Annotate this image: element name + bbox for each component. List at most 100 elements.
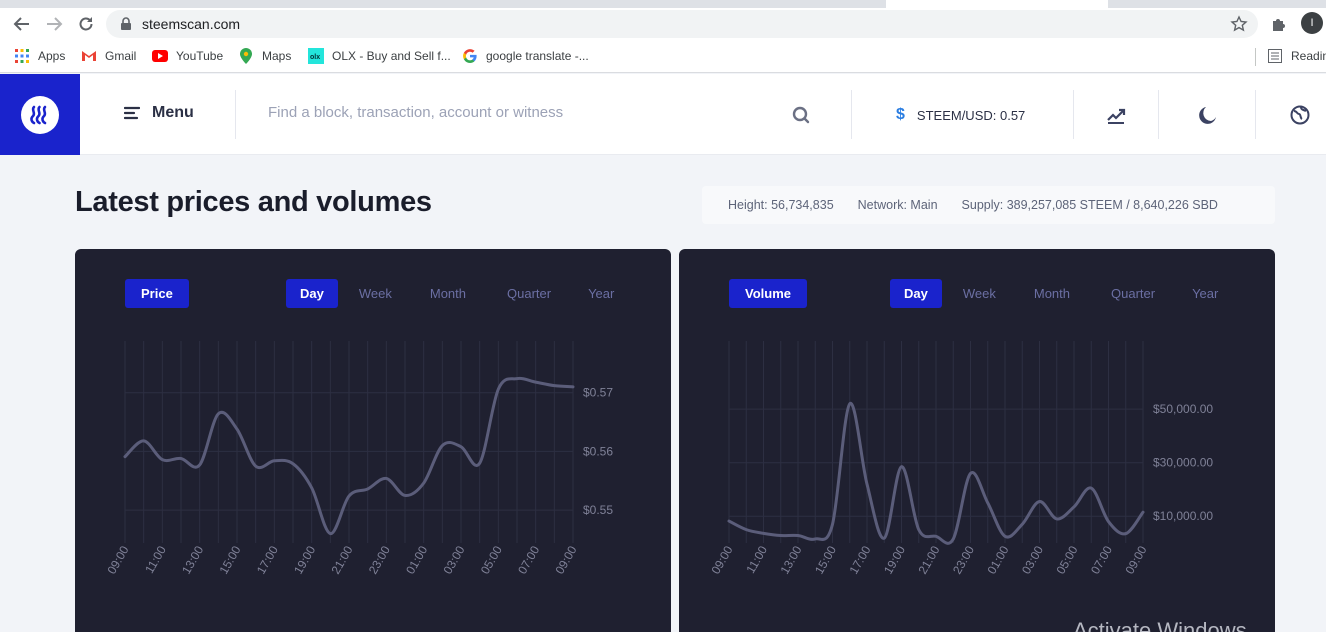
browser-toolbar: steemscan.com I xyxy=(0,8,1326,40)
bookmarks-bar: Apps Gmail YouTube Maps olx OLX - Buy an… xyxy=(0,40,1326,73)
x-tick-label: 11:00 xyxy=(743,543,770,576)
menu-bars-icon xyxy=(124,106,140,120)
bookmark-olx[interactable]: olx OLX - Buy and Sell f... xyxy=(308,48,451,64)
tab-year[interactable]: Year xyxy=(588,286,615,301)
x-tick-label: 01:00 xyxy=(403,543,430,576)
volume-period-tabs: Day Week Month Quarter Year xyxy=(890,279,1232,308)
tab-week[interactable]: Week xyxy=(358,286,392,301)
y-tick-label: $50,000.00 xyxy=(1153,402,1213,416)
maps-icon xyxy=(238,48,254,64)
bookmark-star-icon[interactable] xyxy=(1230,15,1248,33)
header-divider xyxy=(1158,90,1159,139)
bookmark-apps[interactable]: Apps xyxy=(14,48,65,64)
bookmark-maps[interactable]: Maps xyxy=(238,48,291,64)
bookmark-label: OLX - Buy and Sell f... xyxy=(332,49,451,63)
dollar-icon: $ xyxy=(896,106,905,123)
extensions-puzzle-icon[interactable] xyxy=(1270,15,1288,33)
moon-icon[interactable] xyxy=(1196,104,1218,126)
network-stats-bar: Height: 56,734,835 Network: Main Supply:… xyxy=(702,186,1275,224)
tab-month[interactable]: Month xyxy=(429,286,466,301)
bookmark-youtube[interactable]: YouTube xyxy=(152,48,223,64)
y-tick-label: $0.55 xyxy=(583,503,613,517)
reading-list-label: Readin xyxy=(1291,49,1326,63)
search-input[interactable] xyxy=(268,104,768,121)
token-supply: Supply: 389,257,085 STEEM / 8,640,226 SB… xyxy=(961,198,1218,212)
apps-grid-icon xyxy=(14,48,30,64)
price-period-tabs: Day Week Month Quarter Year xyxy=(286,279,628,308)
x-tick-label: 09:00 xyxy=(552,543,579,576)
bookmark-google-translate[interactable]: google translate -... xyxy=(462,48,589,64)
url-text: steemscan.com xyxy=(142,16,241,32)
bookmark-label: Maps xyxy=(262,49,292,63)
block-height: Height: 56,734,835 xyxy=(728,198,834,212)
address-bar[interactable]: steemscan.com xyxy=(106,10,1258,38)
activate-windows-watermark: Activate Windows xyxy=(1073,618,1247,632)
tab-day[interactable]: Day xyxy=(286,279,338,308)
header-divider xyxy=(1073,90,1074,139)
forward-arrow-icon xyxy=(47,17,63,31)
tab-day[interactable]: Day xyxy=(890,279,942,308)
steem-logo[interactable] xyxy=(0,74,80,155)
menu-button[interactable]: Menu xyxy=(124,104,194,122)
bookmarks-divider xyxy=(1255,48,1256,66)
bookmark-label: Apps xyxy=(38,49,66,63)
globe-icon[interactable] xyxy=(1289,104,1311,126)
price-ticker-text: STEEM/USD: 0.57 xyxy=(916,107,1026,123)
x-tick-label: 15:00 xyxy=(812,543,839,576)
volume-line-chart: $50,000.00 $30,000.00 $10,000.00 09:00 11:00… xyxy=(708,341,1213,577)
active-tab[interactable] xyxy=(886,0,1108,8)
x-tick-label: 05:00 xyxy=(1053,543,1080,576)
x-tick-label: 17:00 xyxy=(846,543,873,576)
x-tick-label: 05:00 xyxy=(478,543,505,576)
bookmark-label: google translate -... xyxy=(486,49,589,63)
x-tick-label: 09:00 xyxy=(708,543,735,576)
x-tick-label: 23:00 xyxy=(366,543,393,576)
search-icon[interactable] xyxy=(792,106,810,124)
header-divider xyxy=(235,90,236,139)
tab-year[interactable]: Year xyxy=(1192,286,1219,301)
tab-week[interactable]: Week xyxy=(962,286,996,301)
x-tick-label: 09:00 xyxy=(1122,543,1149,576)
x-tick-label: 21:00 xyxy=(915,543,942,576)
reading-list[interactable]: Readin xyxy=(1267,48,1326,64)
x-tick-label: 03:00 xyxy=(1019,543,1046,576)
gmail-icon xyxy=(81,48,97,64)
x-tick-label: 19:00 xyxy=(291,543,318,576)
menu-label: Menu xyxy=(152,104,194,121)
price-line-chart: $0.57 $0.56 $0.55 09:00 11:00 13:00 15:00 17:00… xyxy=(104,341,613,577)
google-icon xyxy=(462,48,478,64)
bookmark-gmail[interactable]: Gmail xyxy=(81,48,136,64)
y-tick-label: $10,000.00 xyxy=(1153,509,1213,523)
back-arrow-icon xyxy=(13,17,29,31)
tab-quarter[interactable]: Quarter xyxy=(507,286,552,301)
x-tick-label: 07:00 xyxy=(515,543,542,576)
chart-trend-icon[interactable] xyxy=(1105,104,1127,126)
series-line xyxy=(727,402,1145,545)
x-tick-label: 17:00 xyxy=(254,543,281,576)
volume-chart-label: Volume xyxy=(729,279,807,308)
reload-button[interactable] xyxy=(74,12,98,36)
page-title: Latest prices and volumes xyxy=(75,186,432,218)
x-tick-label: 01:00 xyxy=(984,543,1011,576)
header-divider xyxy=(1255,90,1256,139)
profile-avatar[interactable]: I xyxy=(1301,12,1323,34)
svg-text:olx: olx xyxy=(310,54,320,61)
back-button[interactable] xyxy=(10,12,34,36)
header-divider xyxy=(851,90,852,139)
bookmark-label: YouTube xyxy=(176,49,224,63)
price-chart-card: Price Day Week Month Quarter Year $0.57 $… xyxy=(75,249,671,632)
tab-strip xyxy=(0,0,1326,8)
x-tick-label: 23:00 xyxy=(950,543,977,576)
price-ticker[interactable]: $ STEEM/USD: 0.57 xyxy=(896,106,1025,124)
x-tick-label: 03:00 xyxy=(440,543,467,576)
tab-month[interactable]: Month xyxy=(1033,286,1070,301)
olx-icon: olx xyxy=(308,48,324,64)
youtube-icon xyxy=(152,48,168,64)
x-tick-label: 07:00 xyxy=(1088,543,1115,576)
site-header: Menu $ STEEM/USD: 0.57 xyxy=(0,74,1326,155)
x-tick-label: 19:00 xyxy=(881,543,908,576)
forward-button[interactable] xyxy=(42,12,66,36)
tab-quarter[interactable]: Quarter xyxy=(1111,286,1156,301)
x-tick-label: 11:00 xyxy=(142,543,169,576)
y-tick-label: $0.57 xyxy=(583,386,613,400)
